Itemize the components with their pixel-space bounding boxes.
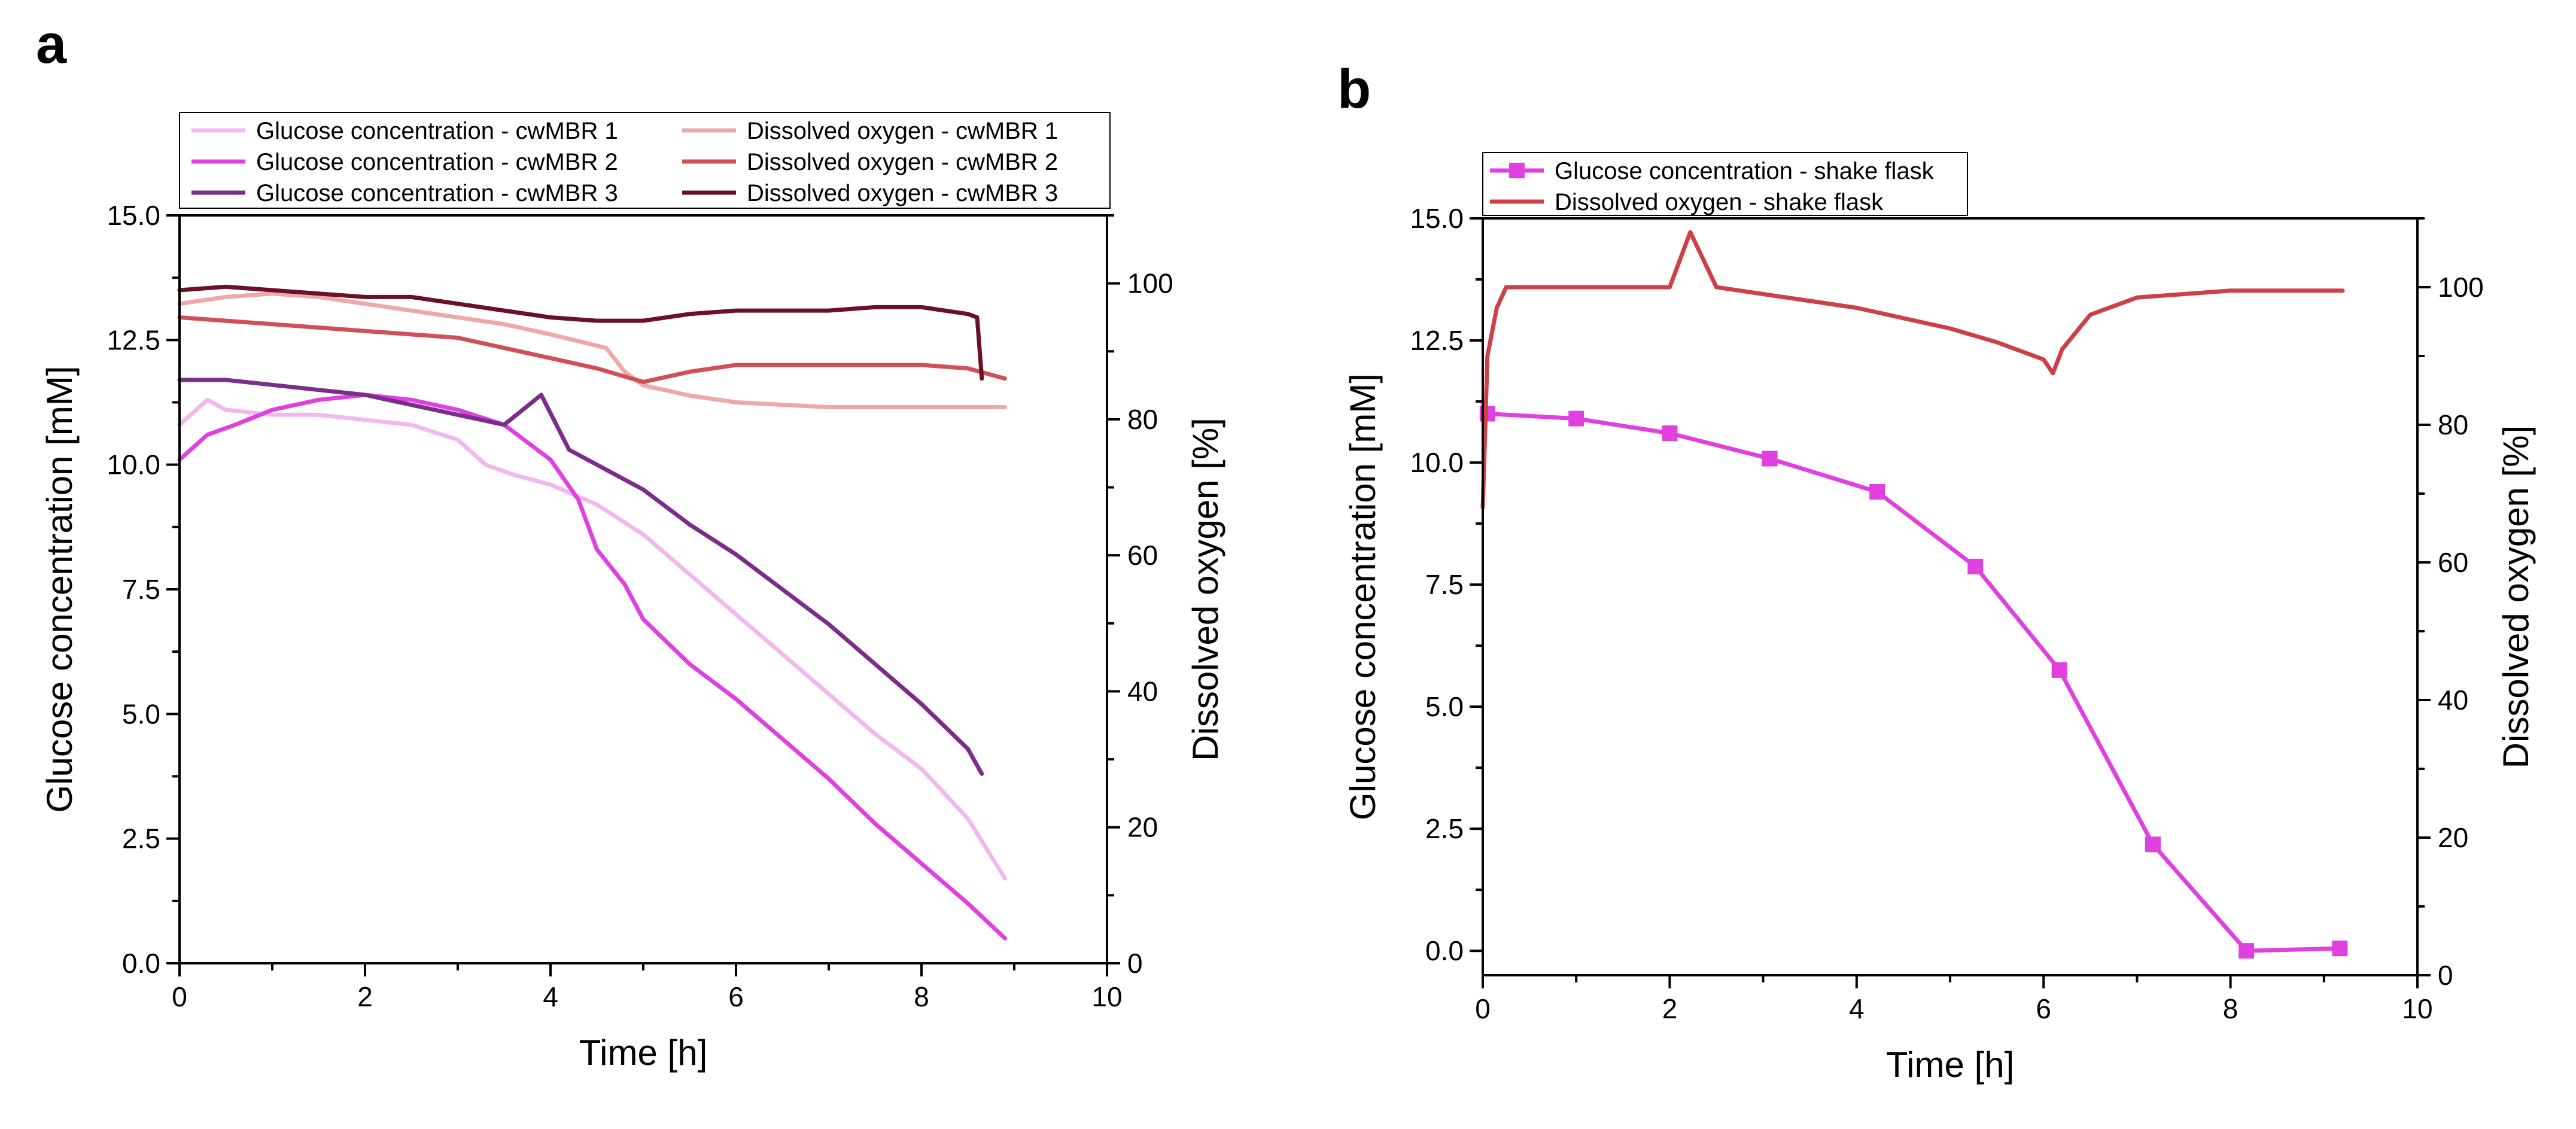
- x-tick-label: 8: [2223, 993, 2239, 1024]
- data-point-marker: [1568, 410, 1584, 427]
- y2-axis-title: Dissolved oxygen [%]: [2496, 425, 2536, 769]
- y-tick-label: 5.0: [1425, 691, 1464, 722]
- y2-tick-label: 20: [1127, 812, 1158, 843]
- y2-tick-label: 40: [1127, 675, 1158, 707]
- x-tick-label: 4: [1849, 993, 1865, 1024]
- x-tick-label: 2: [357, 981, 373, 1012]
- y-tick-label: 5.0: [122, 698, 160, 729]
- chart-panel-b: 0 2 4 6 8 10 0.0 2.5 5.0 7.5 10.0 12.5 15.0 0 20 40 60 80…: [1343, 152, 2536, 1085]
- y-axis-title: Glucose concentration [mM]: [1343, 373, 1383, 820]
- data-point-marker: [2332, 941, 2348, 957]
- data-point-marker: [1662, 425, 1678, 442]
- y-tick-label: 12.5: [1410, 325, 1464, 356]
- series-line-2: [1480, 230, 2345, 510]
- y-tick-label: 15.0: [107, 200, 160, 231]
- y2-tick-label: 100: [2438, 272, 2484, 303]
- x-tick-label: 6: [2036, 993, 2051, 1024]
- data-point-marker: [2145, 836, 2161, 853]
- legend: Glucose concentration - shake flask Disso…: [1482, 152, 1968, 216]
- y-tick-label: 0.0: [122, 948, 160, 979]
- y-tick-label: 12.5: [107, 324, 160, 355]
- x-tick-label: 8: [914, 981, 929, 1012]
- legend: Glucose concentration - cwMBR 1 Glucose c…: [179, 112, 1111, 209]
- y2-tick-label: 0: [1127, 948, 1143, 979]
- y2-tick-label: 0: [2438, 960, 2453, 991]
- x-axis-title: Time [h]: [579, 1033, 707, 1073]
- y2-axis-title: Dissolved oxygen [%]: [1185, 418, 1225, 761]
- y2-tick-label: 80: [1127, 404, 1158, 435]
- y2-tick-label: 60: [1127, 540, 1158, 571]
- data-point-marker: [1762, 451, 1778, 467]
- y2-tick-label: 80: [2438, 409, 2468, 440]
- x-tick-label: 4: [543, 981, 558, 1012]
- y2-tick-label: 60: [2438, 547, 2468, 578]
- y2-tick-label: 40: [2438, 684, 2468, 716]
- panel-label-a: a: [36, 14, 67, 75]
- x-tick-label: 10: [1091, 981, 1122, 1012]
- series-line-1: [1485, 412, 2342, 953]
- x-tick-label: 6: [728, 981, 744, 1012]
- y-axis-title: Glucose concentration [mM]: [39, 366, 80, 813]
- legend-entry-label: Dissolved oxygen - cwMBR 3: [747, 180, 1058, 206]
- y-tick-label: 2.5: [122, 823, 160, 854]
- chart-panel-a: 0 2 4 6 8 10 0.0 2.5 5.0 7.5 10.0 12.5 15.0 0 20 40 60 80…: [39, 112, 1225, 1073]
- legend-box: [179, 112, 1111, 209]
- series-line-5: [177, 315, 1007, 384]
- series-line-1: [177, 397, 1007, 881]
- y2-tick-label: 20: [2438, 822, 2468, 853]
- y-tick-label: 10.0: [107, 449, 160, 480]
- series-line-6: [177, 284, 984, 381]
- x-axis-title: Time [h]: [1886, 1045, 2014, 1085]
- legend-entry-label: Dissolved oxygen - cwMBR 1: [747, 118, 1058, 144]
- legend-entry-label: Glucose concentration - shake flask: [1555, 158, 1935, 184]
- y-tick-label: 2.5: [1425, 813, 1464, 844]
- x-tick-label: 0: [1475, 993, 1491, 1024]
- x-tick-label: 10: [2402, 993, 2432, 1024]
- legend-entry-label: Dissolved oxygen - shake flask: [1555, 189, 1884, 215]
- panel-label-b: b: [1337, 59, 1371, 120]
- x-tick-label: 2: [1662, 993, 1678, 1024]
- legend-entry-label: Glucose concentration - cwMBR 2: [256, 149, 618, 175]
- data-point-marker: [1967, 558, 1984, 574]
- y-tick-label: 15.0: [1410, 203, 1464, 234]
- series-line-3: [177, 378, 984, 776]
- legend-entry-label: Glucose concentration - cwMBR 1: [256, 118, 618, 144]
- series-line-4: [177, 291, 1007, 409]
- y2-tick-label: 100: [1127, 268, 1173, 299]
- legend-box: [1482, 152, 1968, 216]
- data-point-marker: [1869, 484, 1885, 500]
- y-tick-label: 7.5: [122, 574, 160, 605]
- data-point-marker: [2051, 662, 2067, 678]
- legend-marker: [1509, 163, 1525, 178]
- series-line-2: [177, 392, 1007, 941]
- data-point-marker: [2239, 943, 2255, 959]
- legend-entry-label: Dissolved oxygen - cwMBR 2: [747, 149, 1058, 175]
- x-tick-label: 0: [172, 981, 187, 1012]
- y-tick-label: 7.5: [1425, 569, 1464, 600]
- y-tick-label: 10.0: [1410, 447, 1464, 478]
- y-tick-label: 0.0: [1425, 935, 1464, 966]
- legend-entry-label: Glucose concentration - cwMBR 3: [256, 180, 618, 206]
